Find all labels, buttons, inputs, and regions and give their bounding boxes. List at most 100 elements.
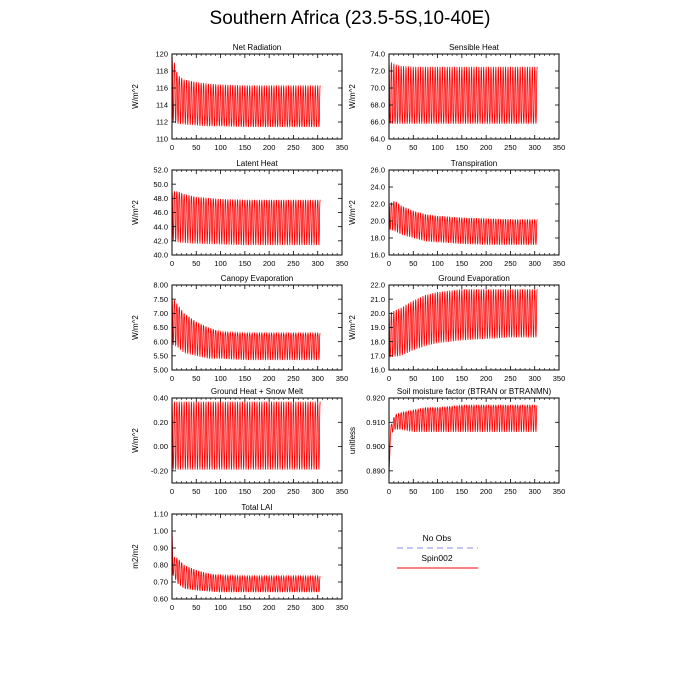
y-axis-label: W/m^2 (131, 200, 140, 225)
x-tick-label: 300 (311, 374, 324, 383)
x-tick-label: 150 (456, 259, 469, 268)
x-tick-label: 150 (456, 143, 469, 152)
chart-panel-4: 0 50 100 150 200 250 300 350 16.0 18.0 20.0 22.0 24.… (348, 159, 565, 268)
x-tick-label: 50 (409, 374, 417, 383)
x-tick-label: 350 (553, 143, 566, 152)
x-tick-label: 150 (239, 487, 252, 496)
y-tick-label: 22.0 (370, 200, 385, 209)
y-tick-label: 110 (156, 135, 168, 144)
y-axis-label: W/m^2 (131, 84, 140, 109)
y-tick-label: 22.0 (370, 281, 385, 290)
x-tick-label: 300 (528, 259, 541, 268)
y-tick-label: 0.900 (366, 442, 385, 451)
y-axis-label: W/m^2 (131, 428, 140, 453)
y-tick-label: 24.0 (370, 183, 385, 192)
x-tick-label: 200 (263, 259, 276, 268)
y-tick-label: 74.0 (370, 50, 385, 59)
x-tick-label: 200 (263, 603, 276, 612)
y-tick-label: 5.00 (153, 366, 168, 375)
y-tick-label: 20.0 (370, 309, 385, 318)
panel-title: Soil moisture factor (BTRAN or BTRANMN) (397, 387, 552, 396)
panel-title: Ground Heat + Snow Melt (211, 387, 304, 396)
plot-frame (388, 169, 560, 256)
x-tick-label: 50 (409, 487, 417, 496)
x-tick-label: 100 (431, 374, 444, 383)
y-tick-label: 116 (156, 84, 168, 93)
y-tick-label: -0.20 (151, 466, 168, 475)
x-tick-label: 150 (239, 143, 252, 152)
x-tick-label: 0 (387, 143, 391, 152)
y-tick-label: 16.0 (370, 251, 385, 260)
y-tick-label: 1.10 (153, 510, 168, 519)
plot-frame (388, 397, 560, 484)
y-tick-label: 16.0 (370, 366, 385, 375)
plot-frame (388, 53, 560, 140)
series-line-spin002 (171, 53, 321, 128)
y-tick-label: 44.0 (153, 222, 168, 231)
x-tick-label: 350 (553, 487, 566, 496)
x-tick-label: 100 (214, 487, 227, 496)
legend: No Obs Spin002 (397, 533, 478, 569)
legend-label: Spin002 (421, 553, 452, 563)
series-line-spin002 (171, 527, 321, 593)
x-tick-label: 300 (528, 374, 541, 383)
series-line-spin002 (388, 289, 538, 358)
x-tick-label: 50 (192, 487, 200, 496)
y-tick-label: 5.50 (153, 351, 168, 360)
y-tick-label: 118 (156, 67, 168, 76)
y-tick-label: 0.920 (366, 394, 385, 403)
x-tick-label: 50 (409, 143, 417, 152)
y-tick-label: 19.0 (370, 323, 385, 332)
x-tick-label: 350 (336, 374, 349, 383)
y-tick-label: 0.70 (153, 578, 168, 587)
y-tick-label: 6.50 (153, 323, 168, 332)
x-tick-label: 150 (239, 259, 252, 268)
y-tick-label: 0.90 (153, 544, 168, 553)
y-tick-label: 0.80 (153, 561, 168, 570)
y-tick-label: 20.0 (370, 217, 385, 226)
chart-panel-2: 0 50 100 150 200 250 300 350 64.0 66.0 68.0 70.0 72.… (348, 43, 565, 152)
y-axis-label: unitless (348, 427, 357, 454)
x-tick-label: 350 (553, 374, 566, 383)
x-tick-label: 0 (170, 143, 174, 152)
x-tick-label: 350 (336, 259, 349, 268)
panel-title: Net Radiation (233, 43, 281, 52)
chart-panel-7: 0 50 100 150 200 250 300 350 -0.20 0.00 0.20 0.40 Gr… (131, 387, 348, 496)
plot-frame (171, 53, 343, 140)
chart-panel-1: 0 50 100 150 200 250 300 350 110 112 114 116 118 120 N… (131, 43, 348, 152)
y-tick-label: 120 (155, 50, 168, 59)
y-tick-label: 48.0 (153, 194, 168, 203)
y-tick-label: 17.0 (370, 351, 385, 360)
y-tick-label: 42.0 (153, 236, 168, 245)
y-tick-label: 0.890 (366, 466, 385, 475)
y-tick-label: 21.0 (370, 295, 385, 304)
series-line-spin002 (388, 60, 538, 124)
chart-panel-5: 0 50 100 150 200 250 300 350 5.00 5.50 6.00 6.50 7.0… (131, 274, 348, 383)
x-tick-label: 300 (528, 487, 541, 496)
x-tick-label: 250 (287, 603, 300, 612)
x-tick-label: 0 (387, 487, 391, 496)
y-tick-label: 0.60 (153, 595, 168, 604)
x-tick-label: 100 (214, 143, 227, 152)
figure-title: Southern Africa (23.5-5S,10-40E) (209, 8, 491, 29)
x-tick-label: 0 (170, 603, 174, 612)
y-tick-label: 8.00 (153, 281, 168, 290)
y-axis-label: m2/m2 (131, 544, 140, 569)
chart-panel-8: 0 50 100 150 200 250 300 350 0.890 0.900 0.910 0.92… (348, 387, 565, 496)
x-tick-label: 350 (336, 487, 349, 496)
y-tick-label: 70.0 (370, 84, 385, 93)
y-tick-label: 0.40 (153, 394, 168, 403)
chart-panel-6: 0 50 100 150 200 250 300 350 16.0 17.0 18.0 19.0 20.… (348, 274, 565, 383)
x-tick-label: 250 (287, 143, 300, 152)
x-tick-label: 100 (431, 487, 444, 496)
x-tick-label: 50 (192, 259, 200, 268)
y-axis-label: W/m^2 (348, 315, 357, 340)
x-tick-label: 200 (480, 487, 493, 496)
x-tick-label: 100 (214, 374, 227, 383)
y-tick-label: 40.0 (153, 251, 168, 260)
y-tick-label: 66.0 (370, 118, 385, 127)
x-tick-label: 50 (192, 374, 200, 383)
plot-frame (171, 397, 343, 484)
x-tick-label: 100 (214, 603, 227, 612)
